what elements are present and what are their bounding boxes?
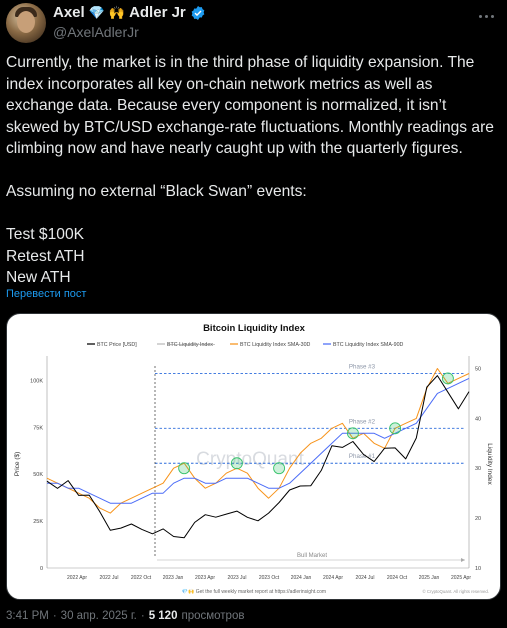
liquidity-chart: Bitcoin Liquidity Index BTC Price [USD] B… bbox=[14, 323, 493, 595]
chart-series bbox=[46, 368, 470, 539]
phase-lines: Phase #1 Phase #2 Phase #3 bbox=[154, 363, 465, 556]
tweet-header: Axel 💎 🙌 Adler Jr @AxelAdlerJr bbox=[0, 0, 507, 48]
hands-emoji: 🙌 bbox=[108, 5, 126, 20]
x-tick: 2022 Oct bbox=[131, 575, 152, 581]
y-tick-left: 100K bbox=[30, 378, 43, 384]
chart-image[interactable]: Bitcoin Liquidity Index BTC Price [USD] B… bbox=[6, 313, 501, 600]
y-tick-right: 40 bbox=[475, 416, 481, 422]
meta-separator-2: · bbox=[140, 610, 145, 622]
y-tick-left: 50K bbox=[33, 472, 43, 478]
x-tick: 2024 Oct bbox=[387, 575, 408, 581]
x-tick: 2023 Oct bbox=[259, 575, 280, 581]
user-handle[interactable]: @AxelAdlerJr bbox=[53, 24, 139, 40]
phase-marker bbox=[273, 462, 286, 475]
name-row[interactable]: Axel 💎 🙌 Adler Jr bbox=[53, 4, 206, 21]
legend-label: BTC Liquidity Index SMA-30D bbox=[240, 342, 311, 348]
chart-title: Bitcoin Liquidity Index bbox=[203, 323, 306, 334]
sma90-line bbox=[47, 377, 470, 504]
x-tick: 2025 Jan bbox=[419, 575, 440, 581]
display-name-suffix[interactable]: Adler Jr bbox=[129, 4, 186, 21]
chart-axes: 100K 75K 50K 25K 0 50 40 30 20 10 2022 Apr 2022 Jul… bbox=[30, 356, 481, 581]
more-options-icon[interactable] bbox=[475, 6, 497, 26]
chart-watermark: CryptoQuant bbox=[196, 449, 304, 470]
x-tick: 2024 Apr bbox=[323, 575, 343, 581]
tweet-meta: 3:41 PM · 30 апр. 2025 г. · 5 120 просмо… bbox=[6, 610, 244, 622]
y-tick-right: 30 bbox=[475, 466, 481, 472]
avatar-face bbox=[17, 11, 35, 33]
x-tick: 2025 Apr bbox=[451, 575, 471, 581]
bull-market-label: Bull Market bbox=[297, 553, 327, 559]
sma30-line bbox=[46, 368, 470, 514]
avatar[interactable] bbox=[6, 3, 46, 43]
views-label: просмотров bbox=[181, 610, 245, 622]
translate-post-link[interactable]: Перевести пост bbox=[6, 288, 87, 300]
legend-label: BTC Price [USD] bbox=[97, 342, 137, 348]
y-tick-right: 50 bbox=[475, 366, 481, 372]
phase-label: Phase #1 bbox=[349, 453, 376, 460]
legend-label: BTC Liquidity Index SMA-90D bbox=[333, 342, 404, 348]
x-tick: 2023 Apr bbox=[195, 575, 215, 581]
y-tick-left: 75K bbox=[33, 425, 43, 431]
legend-label: BTC Liquidity Index bbox=[167, 342, 213, 348]
meta-separator: · bbox=[52, 610, 57, 622]
chart-footer-right: © CryptoQuant. All rights reserved. bbox=[423, 589, 489, 594]
btc-price-line bbox=[46, 375, 470, 539]
y-axis-label-left: Price ($) bbox=[14, 452, 21, 477]
y-tick-left: 0 bbox=[40, 566, 43, 572]
y-tick-right: 20 bbox=[475, 516, 481, 522]
phase-label: Phase #2 bbox=[349, 418, 376, 425]
verified-badge-icon bbox=[191, 5, 205, 20]
y-tick-left: 25K bbox=[33, 519, 43, 525]
y-tick-right: 10 bbox=[475, 566, 481, 572]
phase-markers bbox=[178, 372, 454, 475]
x-tick: 2022 Apr bbox=[67, 575, 87, 581]
chart-footer: 💎🙌 Get the full weekly market report at … bbox=[182, 588, 326, 595]
display-name[interactable]: Axel bbox=[53, 4, 85, 21]
phase-marker bbox=[441, 372, 454, 385]
bull-market-arrowhead bbox=[461, 558, 465, 562]
phase-marker bbox=[347, 427, 359, 440]
phase-marker bbox=[389, 422, 402, 435]
post-date[interactable]: 30 апр. 2025 г. bbox=[60, 610, 137, 622]
views-count: 5 120 bbox=[148, 610, 178, 622]
x-tick: 2023 Jul bbox=[228, 575, 247, 581]
phase-marker bbox=[178, 462, 191, 475]
post-time[interactable]: 3:41 PM bbox=[6, 610, 49, 622]
tweet-text: Currently, the market is in the third ph… bbox=[6, 54, 494, 286]
phase-label: Phase #3 bbox=[349, 363, 376, 370]
y-axis-label-right: Liquidity Index bbox=[486, 443, 493, 485]
diamond-emoji: 💎 bbox=[88, 5, 105, 20]
x-tick: 2024 Jul bbox=[356, 575, 375, 581]
phase-marker bbox=[230, 457, 243, 470]
x-tick: 2023 Jan bbox=[163, 575, 184, 581]
x-tick: 2022 Jul bbox=[100, 575, 119, 581]
bull-market-annotation: Bull Market bbox=[157, 553, 465, 562]
chart-legend: BTC Price [USD] BTC Liquidity Index BTC Li… bbox=[87, 342, 404, 348]
x-tick: 2024 Jan bbox=[291, 575, 312, 581]
